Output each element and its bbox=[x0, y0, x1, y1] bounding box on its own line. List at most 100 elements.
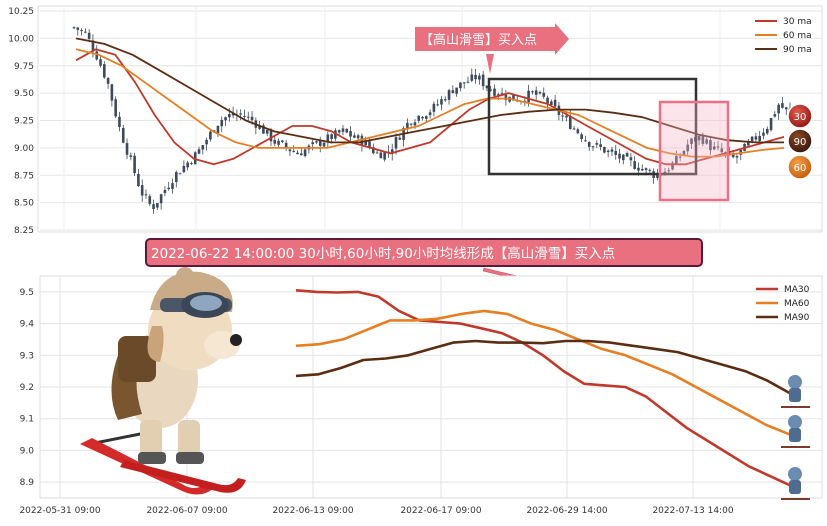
candle-body bbox=[496, 94, 500, 96]
candle-body bbox=[87, 32, 91, 39]
candle-body bbox=[250, 116, 254, 121]
candle-body bbox=[784, 107, 788, 110]
skier-marker-3 bbox=[781, 467, 810, 500]
candle-body bbox=[421, 116, 424, 119]
top-y-tick-label: 8.75 bbox=[14, 171, 34, 181]
candle-body bbox=[769, 118, 773, 131]
candle-body bbox=[580, 134, 583, 140]
candle-body bbox=[209, 131, 212, 140]
candle-body bbox=[568, 116, 572, 129]
candle-body bbox=[591, 146, 595, 148]
badge-30-label: 30 bbox=[794, 112, 807, 123]
candle-body bbox=[432, 103, 436, 112]
candle-body bbox=[273, 139, 277, 144]
candle-body bbox=[656, 173, 659, 178]
candle-body bbox=[629, 157, 633, 161]
bottom-ma-line bbox=[295, 289, 791, 487]
top-legend-label: 90 ma bbox=[783, 45, 812, 55]
candle-body bbox=[451, 90, 455, 94]
bottom-y-tick-label: 8.9 bbox=[20, 478, 35, 488]
candle-body bbox=[462, 82, 466, 84]
candle-body bbox=[137, 174, 140, 187]
top-y-tick-label: 8.50 bbox=[14, 199, 34, 209]
candle-body bbox=[118, 116, 121, 128]
candle-body bbox=[546, 97, 549, 104]
candle-body bbox=[125, 143, 129, 155]
candle-body bbox=[360, 135, 364, 146]
bottom-y-tick-label: 9.2 bbox=[20, 383, 34, 393]
candle-body bbox=[322, 142, 326, 147]
bottom-legend-label: MA90 bbox=[784, 313, 810, 323]
top-ma-line bbox=[75, 37, 784, 144]
candle-body bbox=[72, 27, 76, 29]
candle-body bbox=[640, 168, 644, 171]
candle-body bbox=[368, 141, 371, 148]
candle-body bbox=[675, 155, 678, 165]
badge-60: 60 bbox=[787, 154, 813, 180]
candle-body bbox=[478, 75, 481, 80]
candle-body bbox=[262, 125, 265, 134]
candle-body bbox=[716, 146, 720, 148]
candle-body bbox=[303, 149, 307, 157]
candle-body bbox=[406, 122, 409, 130]
candle-body bbox=[91, 40, 95, 52]
candle-body bbox=[440, 99, 443, 105]
candle-body bbox=[534, 90, 538, 95]
candle-body bbox=[129, 155, 133, 157]
candle-body bbox=[436, 104, 439, 106]
candle-body bbox=[277, 140, 280, 145]
candle-body bbox=[178, 173, 182, 175]
badge-60-label: 60 bbox=[794, 163, 807, 174]
candle-body bbox=[144, 194, 148, 196]
candle-body bbox=[284, 142, 288, 148]
candle-body bbox=[470, 74, 474, 81]
candle-body bbox=[140, 185, 144, 196]
signal-banner-text: 2022-06-22 14:00:00 30小时,60小时,90小时均线形成【高… bbox=[151, 245, 615, 262]
candle-body bbox=[667, 170, 671, 172]
candle-body bbox=[572, 128, 576, 130]
bottom-y-tick-label: 9.0 bbox=[20, 446, 35, 456]
candle-body bbox=[474, 74, 477, 80]
candle-body bbox=[735, 156, 739, 158]
candle-body bbox=[633, 161, 636, 169]
candle-body bbox=[614, 150, 618, 155]
candle-body bbox=[326, 134, 330, 143]
candle-body bbox=[459, 82, 462, 89]
candle-body bbox=[595, 143, 599, 145]
candle-body bbox=[152, 204, 155, 210]
candle-body bbox=[379, 152, 383, 159]
bottom-y-tick-label: 9.5 bbox=[20, 288, 34, 298]
top-y-tick-label: 9.50 bbox=[14, 89, 34, 99]
candle-body bbox=[110, 84, 114, 101]
top-callout: 【高山滑雪】买入点 bbox=[415, 23, 569, 74]
candle-body bbox=[493, 88, 496, 96]
candle-body bbox=[466, 81, 470, 83]
top-ma-line bbox=[75, 48, 785, 166]
candle-body bbox=[356, 135, 360, 139]
candle-body bbox=[678, 156, 682, 158]
candle-body bbox=[599, 144, 602, 147]
bottom-y-tick-label: 9.4 bbox=[20, 320, 35, 330]
candle-body bbox=[190, 163, 193, 165]
candle-body bbox=[485, 85, 489, 89]
candle-body bbox=[712, 146, 716, 150]
candle-body bbox=[455, 87, 458, 94]
candle-body bbox=[220, 119, 224, 127]
candle-body bbox=[648, 169, 652, 171]
pattern-box-dark bbox=[487, 77, 698, 176]
candle-body bbox=[114, 99, 117, 117]
candle-body bbox=[99, 59, 102, 66]
top-callout-text: 【高山滑雪】买入点 bbox=[420, 32, 537, 48]
candle-body bbox=[747, 141, 750, 146]
candle-body bbox=[553, 99, 557, 107]
candle-body bbox=[565, 115, 568, 118]
candle-body bbox=[409, 123, 413, 125]
bottom-legend-label: MA30 bbox=[784, 285, 810, 295]
candle-body bbox=[269, 129, 273, 142]
candle-body bbox=[345, 128, 349, 133]
bottom-x-tick-label: 2022-07-13 14:00 bbox=[652, 506, 733, 516]
badge-90: 90 bbox=[787, 128, 813, 154]
candle-body bbox=[443, 99, 447, 101]
candle-body bbox=[447, 90, 451, 100]
candle-body bbox=[318, 140, 322, 146]
